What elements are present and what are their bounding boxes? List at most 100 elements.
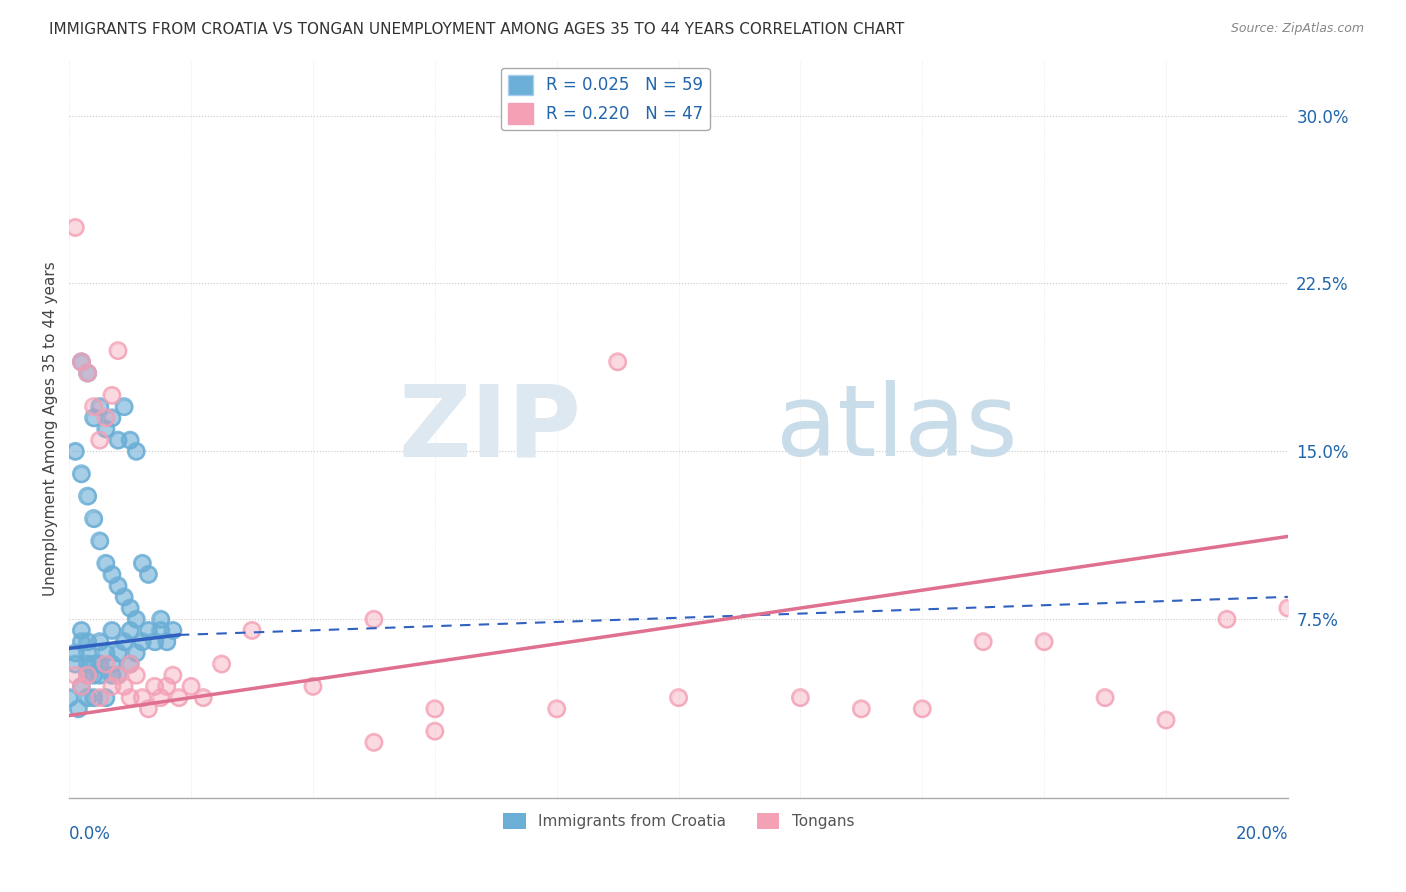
Point [94, 646, 117, 660]
Point [101, 410, 124, 425]
Point [606, 355, 628, 369]
Point [120, 657, 142, 671]
Point [143, 680, 166, 694]
Point [131, 634, 153, 648]
Point [112, 680, 135, 694]
Point [363, 735, 385, 749]
Point [101, 624, 124, 638]
Point [76, 657, 98, 671]
Point [107, 668, 129, 682]
Point [112, 590, 135, 604]
Point [101, 388, 124, 402]
Point [423, 724, 446, 739]
Point [89, 634, 111, 648]
Point [89, 433, 111, 447]
Point [120, 624, 142, 638]
Point [83, 657, 105, 671]
Point [89, 657, 111, 671]
Point [101, 657, 124, 671]
Point [125, 444, 148, 458]
Point [65, 668, 87, 682]
Point [107, 668, 129, 682]
Point [1154, 713, 1177, 727]
Point [138, 624, 160, 638]
Point [112, 634, 135, 648]
Point [70, 355, 93, 369]
Point [112, 680, 135, 694]
Point [423, 702, 446, 716]
Point [94, 690, 117, 705]
Point [83, 690, 105, 705]
Point [76, 489, 98, 503]
Point [83, 668, 105, 682]
Point [120, 690, 142, 705]
Point [94, 422, 117, 436]
Point [89, 533, 111, 548]
Point [1094, 690, 1116, 705]
Point [120, 601, 142, 615]
Point [76, 668, 98, 682]
Point [107, 433, 129, 447]
Point [120, 657, 142, 671]
Point [131, 556, 153, 570]
Point [211, 657, 233, 671]
Point [1216, 612, 1239, 626]
Point [76, 634, 98, 648]
Point [120, 433, 142, 447]
Point [70, 624, 93, 638]
Point [546, 702, 568, 716]
Point [149, 624, 172, 638]
Point [125, 668, 148, 682]
Point [65, 444, 87, 458]
Point [107, 343, 129, 358]
Point [851, 702, 873, 716]
Point [101, 668, 124, 682]
Point [143, 680, 166, 694]
Point [302, 680, 325, 694]
Point [76, 668, 98, 682]
Text: IMMIGRANTS FROM CROATIA VS TONGAN UNEMPLOYMENT AMONG AGES 35 TO 44 YEARS CORRELA: IMMIGRANTS FROM CROATIA VS TONGAN UNEMPL… [49, 22, 904, 37]
Point [89, 690, 111, 705]
Point [363, 735, 385, 749]
Point [156, 680, 179, 694]
Point [89, 400, 111, 414]
Point [138, 702, 160, 716]
Point [65, 444, 87, 458]
Point [1216, 612, 1239, 626]
Point [70, 624, 93, 638]
Point [76, 646, 98, 660]
Point [76, 489, 98, 503]
Point [83, 400, 105, 414]
Point [65, 220, 87, 235]
Point [70, 634, 93, 648]
Point [76, 668, 98, 682]
Point [1154, 713, 1177, 727]
Point [67, 702, 90, 716]
Point [101, 410, 124, 425]
Point [131, 556, 153, 570]
Point [83, 400, 105, 414]
Point [101, 680, 124, 694]
Point [89, 400, 111, 414]
Point [76, 690, 98, 705]
Point [107, 668, 129, 682]
Point [167, 690, 190, 705]
Point [83, 410, 105, 425]
Point [423, 724, 446, 739]
Point [94, 646, 117, 660]
Point [1033, 634, 1056, 648]
Point [70, 680, 93, 694]
Point [302, 680, 325, 694]
Point [143, 634, 166, 648]
Point [120, 657, 142, 671]
Point [180, 680, 202, 694]
Point [180, 680, 202, 694]
Point [83, 511, 105, 525]
Text: Source: ZipAtlas.com: Source: ZipAtlas.com [1230, 22, 1364, 36]
Point [76, 646, 98, 660]
Point [112, 590, 135, 604]
Point [149, 624, 172, 638]
Point [76, 634, 98, 648]
Point [162, 668, 184, 682]
Point [89, 533, 111, 548]
